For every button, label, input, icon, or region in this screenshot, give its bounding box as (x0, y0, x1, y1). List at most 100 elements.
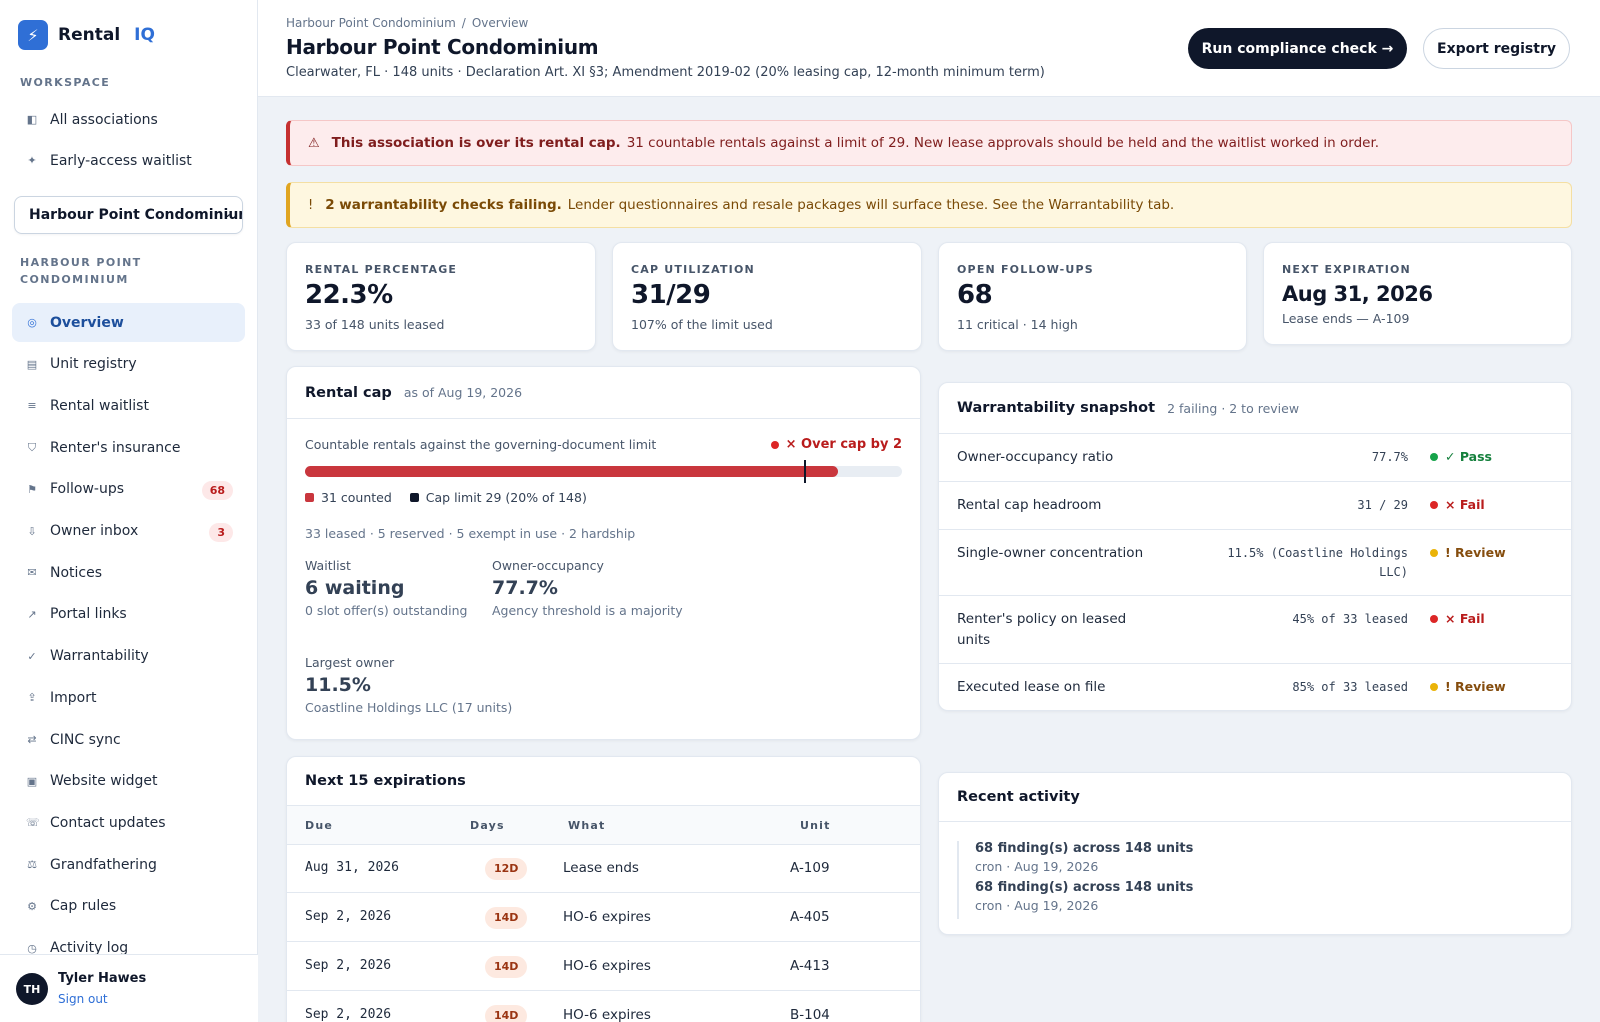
sidebar-item-7[interactable]: ↗ Portal links (12, 595, 245, 634)
warrantability-row[interactable]: Rental cap headroom 31 / 29 × Fail (939, 481, 1571, 529)
stat-card-next-expiration: Next expiration Aug 31, 2026 Lease ends … (1263, 242, 1572, 345)
sidebar-item-15[interactable]: ◷ Activity log (12, 929, 245, 968)
table-row[interactable]: Aug 31, 2026 12D Lease ends A-109 (287, 845, 920, 893)
rental-cap-card: Rental cap as of Aug 19, 2026 Countable … (286, 366, 921, 740)
brand[interactable]: ⚡ Rental IQ (18, 20, 155, 50)
unit-cell[interactable]: A-109 (790, 860, 830, 876)
due-cell: Sep 2, 2026 (305, 909, 392, 924)
warrantability-row[interactable]: Single-owner concentration 11.5% (Coastli… (939, 529, 1571, 595)
alert-title: This association is over its rental cap. (331, 135, 621, 151)
unit-cell[interactable]: A-413 (790, 958, 830, 974)
nav-item-label: Renter's insurance (50, 439, 181, 456)
card-title: Warrantability snapshot (957, 400, 1156, 416)
sidebar-item-9[interactable]: ⇪ Import (12, 678, 245, 717)
breadcrumb-separator: / (461, 16, 466, 30)
nav-item-label: Notices (50, 564, 103, 581)
nav-item-label: Rental waitlist (50, 397, 149, 414)
check-status: ! Review (1430, 679, 1506, 694)
scale-icon: ⚖ (27, 858, 37, 872)
status-dot-icon (1430, 548, 1438, 557)
column-header-days: Days (470, 819, 505, 832)
association-select[interactable]: Harbour Point Condominium ⌄ (14, 196, 243, 234)
card-meta: as of Aug 19, 2026 (403, 385, 523, 400)
association-select-value: Harbour Point Condominium (29, 207, 243, 223)
sidebar-item-6[interactable]: ✉ Notices (12, 553, 245, 592)
what-cell: HO-6 expires (563, 958, 651, 974)
card-title: Recent activity (957, 789, 1080, 805)
alert-title: 2 warrantability checks failing. (325, 197, 562, 213)
what-cell: HO-6 expires (563, 909, 651, 925)
breadcrumb-association-link[interactable]: Harbour Point Condominium (286, 16, 456, 30)
legend-label: 31 counted (321, 490, 392, 505)
card-header: Warrantability snapshot 2 failing · 2 to… (939, 383, 1571, 433)
stat-label: Cap utilization (631, 263, 755, 276)
widget-icon: ▣ (26, 774, 38, 788)
brand-suffix: IQ (134, 25, 155, 45)
recent-activity-card: Recent activity 68 finding(s) across 148… (938, 772, 1572, 935)
table-row[interactable]: Sep 2, 2026 14D HO-6 expires A-413 (287, 943, 920, 991)
unit-cell[interactable]: B-104 (790, 1007, 830, 1022)
workspace-section-label: Workspace (20, 76, 111, 89)
metric-sub: 0 slot offer(s) outstanding (305, 603, 468, 618)
check-name: Renter's policy on leased units (957, 611, 1127, 648)
check-value: 11.5% (Coastline Holdings LLC) (1227, 546, 1408, 579)
stat-sub: 107% of the limit used (631, 317, 773, 332)
breadcrumb: Harbour Point Condominium / Overview (286, 16, 528, 30)
nav-item-label: Grandfathering (50, 856, 157, 873)
exclamation-icon: ! (308, 197, 314, 213)
unit-cell[interactable]: A-405 (790, 909, 830, 925)
table-header: Due Days What Unit (287, 805, 920, 845)
nav-item-label: Overview (50, 314, 124, 331)
column-header-due: Due (305, 819, 334, 832)
sign-out-link[interactable]: Sign out (58, 992, 108, 1006)
table-row[interactable]: Sep 2, 2026 14D HO-6 expires A-405 (287, 894, 920, 942)
nav-item-label: Early-access waitlist (50, 152, 192, 169)
workspace-item-1[interactable]: ✦ Early-access waitlist (12, 141, 245, 180)
sidebar-item-2[interactable]: ≡ Rental waitlist (12, 386, 245, 425)
target-icon: ◎ (27, 316, 37, 329)
sidebar-item-14[interactable]: ⚙ Cap rules (12, 887, 245, 926)
due-cell: Aug 31, 2026 (305, 860, 399, 875)
page-title: Harbour Point Condominium (286, 35, 599, 59)
check-status: × Fail (1430, 497, 1485, 512)
activity-meta: cron · Aug 19, 2026 (975, 898, 1099, 913)
cap-counts: 33 leased · 5 reserved · 5 exempt in use… (305, 526, 636, 541)
check-icon: ✓ (27, 649, 37, 663)
count-badge: 68 (201, 480, 233, 500)
export-registry-button[interactable]: Export registry (1423, 28, 1570, 69)
sidebar-item-3[interactable]: ⛉ Renter's insurance (12, 428, 245, 467)
sidebar-item-13[interactable]: ⚖ Grandfathering (12, 845, 245, 884)
activity-meta: cron · Aug 19, 2026 (975, 859, 1099, 874)
metric-value: 77.7% (492, 577, 558, 599)
legend-swatch (305, 493, 314, 502)
legend-limit: Cap limit 29 (20% of 148) (409, 490, 587, 505)
link-arrow-icon: ↗ (27, 607, 37, 621)
largest-owner-metric: Largest owner 11.5% Coastline Holdings L… (305, 655, 512, 715)
sidebar-item-8[interactable]: ✓ Warrantability (12, 637, 245, 676)
legend-label: Cap limit 29 (20% of 148) (425, 490, 587, 505)
sidebar-item-5[interactable]: ⇩ Owner inbox 3 (12, 512, 245, 551)
what-cell: Lease ends (563, 860, 639, 876)
sidebar-item-12[interactable]: ☏ Contact updates (12, 803, 245, 842)
legend-swatch (409, 493, 419, 502)
over-cap-alert: ⚠ This association is over its rental ca… (286, 120, 1572, 166)
warrantability-row[interactable]: Executed lease on file 85% of 33 leased ! … (939, 663, 1571, 710)
run-compliance-check-button[interactable]: Run compliance check → (1188, 28, 1407, 69)
sidebar-item-11[interactable]: ▣ Website widget (12, 762, 245, 801)
what-cell: HO-6 expires (563, 1007, 651, 1022)
expirations-card: Next 15 expirations Due Days What Unit A… (286, 756, 921, 1022)
warrantability-row[interactable]: Renter's policy on leased units 45% of 33… (939, 595, 1571, 663)
mail-icon: ✉ (27, 566, 37, 580)
sidebar-item-0[interactable]: ◎ Overview (12, 303, 245, 342)
table-row[interactable]: Sep 2, 2026 14D HO-6 expires B-104 (287, 992, 920, 1022)
nav-item-label: Owner inbox (50, 523, 139, 539)
sidebar-item-1[interactable]: ▤ Unit registry (12, 345, 245, 384)
metric-label: Waitlist (305, 558, 351, 573)
warrantability-row[interactable]: Owner-occupancy ratio 77.7% ✓ Pass (939, 433, 1571, 481)
sidebar-item-10[interactable]: ⇄ CINC sync (12, 720, 245, 759)
nav-item-label: Import (50, 689, 97, 706)
stat-sub: Lease ends — A-109 (1282, 311, 1410, 326)
sidebar-item-4[interactable]: ⚑ Follow-ups 68 (12, 470, 245, 509)
waitlist-metric: Waitlist 6 waiting 0 slot offer(s) outst… (305, 558, 468, 618)
workspace-item-0[interactable]: ◧ All associations (12, 100, 245, 139)
